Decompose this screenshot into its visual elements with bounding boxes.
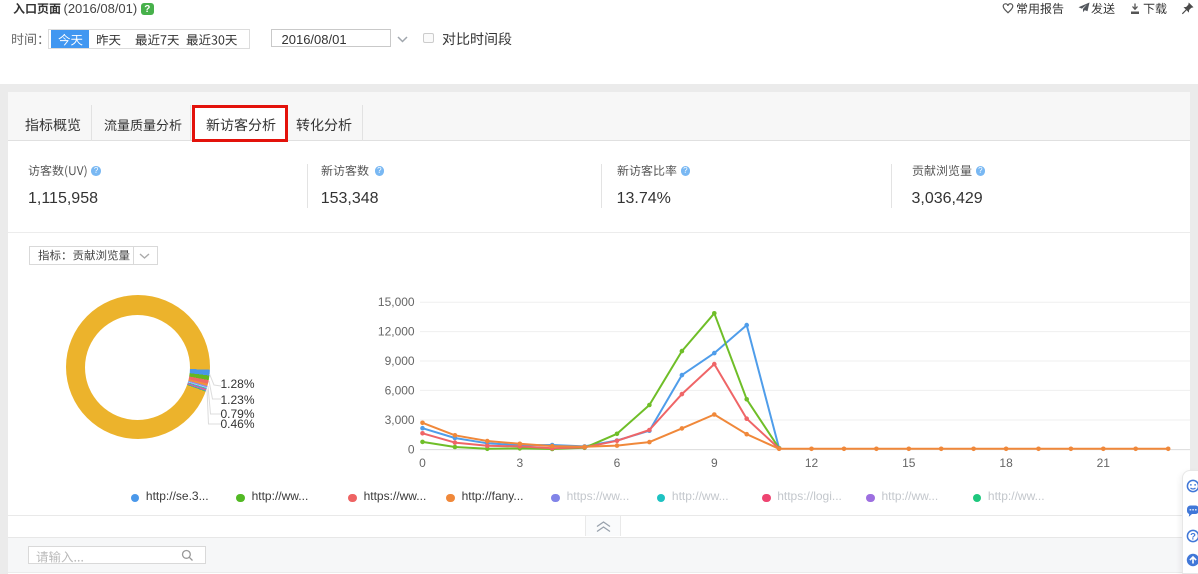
svg-text:15,000: 15,000 xyxy=(378,295,415,309)
svg-text:0: 0 xyxy=(419,456,426,470)
svg-text:18: 18 xyxy=(999,456,1013,470)
svg-text:6: 6 xyxy=(614,456,621,470)
svg-text:12: 12 xyxy=(805,456,819,470)
svg-text:9: 9 xyxy=(711,456,718,470)
svg-text:?: ? xyxy=(1190,531,1196,542)
svg-text:15: 15 xyxy=(902,456,916,470)
svg-text:3: 3 xyxy=(516,456,523,470)
svg-text:9,000: 9,000 xyxy=(385,354,415,368)
svg-text:0: 0 xyxy=(408,443,415,457)
svg-text:12,000: 12,000 xyxy=(378,325,415,339)
svg-text:6,000: 6,000 xyxy=(385,383,415,397)
svg-text:21: 21 xyxy=(1097,456,1111,470)
svg-text:3,000: 3,000 xyxy=(385,413,415,427)
